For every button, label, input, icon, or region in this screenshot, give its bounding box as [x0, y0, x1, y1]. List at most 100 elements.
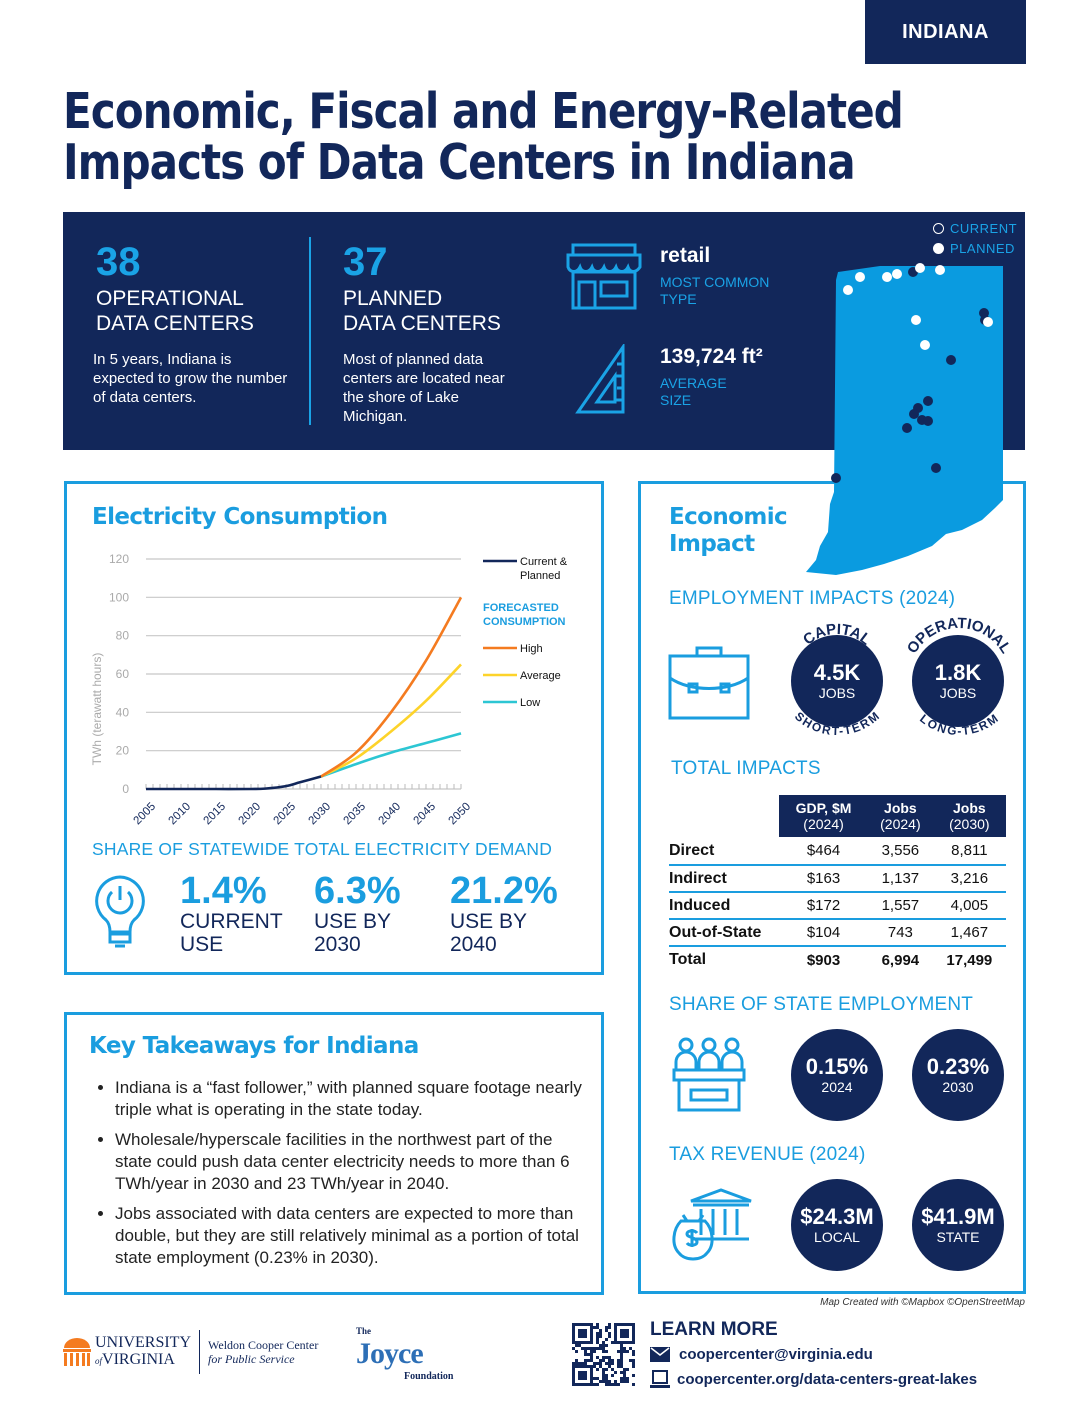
takeaways-title: Key Takeaways for Indiana — [89, 1033, 419, 1059]
briefcase-icon — [668, 646, 750, 720]
planned-data-center-marker — [920, 340, 930, 350]
weldon-line-1: Weldon Cooper Center — [208, 1338, 319, 1352]
operational-jobs-value: 1.8K — [934, 660, 982, 685]
share-stat: 6.3% USE BY 2030 — [314, 872, 401, 956]
x-tick-label: 2035 — [342, 801, 369, 828]
planned-data-center-marker — [935, 265, 945, 275]
cell: 1,557 — [881, 897, 920, 914]
planned-marker-icon — [933, 243, 944, 254]
planned-count: 37 — [343, 240, 388, 284]
share-label: USE BY 2040 — [450, 910, 528, 956]
takeaway-item: Indiana is a “fast follower,” with plann… — [115, 1077, 585, 1121]
legend-heading: CONSUMPTION — [483, 616, 566, 628]
capital-jobs-circle: 4.5K JOBS — [791, 635, 883, 727]
legend-planned: PLANNED — [950, 241, 1015, 256]
share-value: 1.4% — [180, 870, 267, 912]
government-money-icon — [672, 1188, 752, 1261]
share-2030-label: 2030 — [942, 1079, 974, 1095]
share-value: 21.2% — [450, 870, 558, 912]
current-marker-icon — [933, 223, 944, 234]
planned-stat: 37 PLANNED DATA CENTERS Most of planned d… — [343, 242, 523, 426]
learn-more-heading: LEARN MORE — [650, 1319, 778, 1340]
current-data-center-marker — [923, 396, 933, 406]
col-jobs-2030: Jobs (2030) — [932, 795, 1006, 837]
series-line-low — [320, 732, 462, 778]
share-2030-value: 0.23% — [926, 1054, 990, 1079]
operational-jobs-circle: 1.8K JOBS — [912, 635, 1004, 727]
qr-code[interactable] — [572, 1323, 635, 1386]
people-icon — [672, 1037, 746, 1112]
website-text[interactable]: coopercenter.org/data-centers-great-lake… — [677, 1370, 978, 1388]
current-data-center-marker — [946, 355, 956, 365]
current-data-center-marker — [831, 473, 841, 483]
table-row: Total $903 6,994 17,499 — [669, 946, 1006, 973]
y-tick-label: 60 — [116, 667, 130, 681]
share-2024-value: 0.15% — [805, 1054, 869, 1079]
title-line-1: Economic, Fiscal and Energy-Related — [63, 83, 904, 140]
storefront-icon — [566, 243, 642, 310]
tax-title: TAX REVENUE (2024) — [669, 1144, 866, 1165]
legend-label-current-planned: Planned — [520, 570, 560, 582]
tax-local-label: LOCAL — [814, 1229, 860, 1245]
x-tick-label: 2040 — [377, 801, 404, 828]
operational-label-2: DATA CENTERS — [96, 312, 254, 335]
share-label: USE BY 2030 — [314, 910, 392, 956]
share-stat: 21.2% USE BY 2040 — [450, 872, 558, 956]
tax-local-value: $24.3M — [800, 1204, 874, 1229]
indiana-map — [806, 263, 1003, 575]
rotunda-icon — [63, 1338, 91, 1366]
x-tick-label: 2015 — [202, 801, 229, 828]
operational-count: 38 — [96, 240, 141, 284]
uva-of: of — [95, 1356, 103, 1366]
col-jobs-2024: Jobs (2024) — [868, 795, 933, 837]
email-link[interactable]: coopercenter@virginia.edu — [650, 1346, 873, 1363]
legend-heading: FORECASTED — [483, 602, 559, 614]
planned-data-center-marker — [843, 285, 853, 295]
cell: $464 — [806, 842, 841, 859]
joyce-foundation: Foundation — [404, 1371, 454, 1382]
table-row: Induced $172 1,557 4,005 — [669, 892, 1006, 919]
email-text[interactable]: coopercenter@virginia.edu — [679, 1346, 873, 1363]
operational-note: In 5 years, Indiana is expected to grow … — [93, 351, 288, 406]
cell: 4,005 — [950, 897, 989, 914]
cell: 17,499 — [946, 951, 993, 969]
joyce-the: The — [356, 1326, 372, 1336]
share-title: SHARE OF STATEWIDE TOTAL ELECTRICITY DEM… — [92, 839, 553, 859]
mail-icon — [650, 1347, 670, 1362]
planned-data-center-marker — [855, 272, 865, 282]
capital-jobs-unit: JOBS — [818, 685, 856, 701]
x-tick-label: 2010 — [167, 801, 194, 828]
type-value: retail — [660, 244, 711, 267]
website-link[interactable]: coopercenter.org/data-centers-great-lake… — [650, 1369, 977, 1389]
table-row: Direct $464 3,556 8,811 — [669, 837, 1006, 865]
cell: 1,137 — [881, 870, 920, 887]
map-credit: Map Created with ©Mapbox ©OpenStreetMap — [820, 1297, 1025, 1308]
cell: 6,994 — [881, 951, 920, 969]
page-title: Economic, Fiscal and Energy-Related Impa… — [63, 83, 904, 188]
cell: 3,556 — [881, 842, 920, 859]
row-label: Indirect — [669, 869, 727, 887]
y-tick-label: 80 — [116, 629, 130, 643]
type-label: MOST COMMON — [660, 274, 770, 290]
x-tick-label: 2050 — [447, 801, 474, 828]
y-tick-label: 100 — [109, 590, 129, 604]
series-line-current-planned — [146, 775, 322, 791]
operational-label: OPERATIONAL — [96, 287, 244, 310]
cell: $104 — [806, 924, 841, 941]
x-tick-label: 2005 — [132, 801, 159, 828]
tax-local-circle: $24.3M LOCAL — [791, 1179, 883, 1271]
electricity-panel: Electricity Consumption 0 20 40 60 80 100 120 2… — [64, 481, 604, 975]
indiana-shape — [806, 266, 1003, 575]
planned-data-center-marker — [892, 269, 902, 279]
planned-label: PLANNED — [343, 287, 443, 310]
y-tick-label: 0 — [122, 782, 129, 796]
share-stat: 1.4% CURRENT USE — [180, 872, 283, 956]
planned-note: Most of planned data centers are located… — [343, 351, 505, 425]
share-2024-label: 2024 — [821, 1079, 853, 1095]
takeaway-item: Jobs associated with data centers are ex… — [115, 1203, 585, 1269]
type-stat: retail MOST COMMON TYPE — [660, 244, 769, 308]
legend-current: CURRENT — [950, 221, 1018, 236]
size-stat: 139,724 ft² AVERAGE SIZE — [660, 345, 763, 409]
current-data-center-marker — [931, 463, 941, 473]
